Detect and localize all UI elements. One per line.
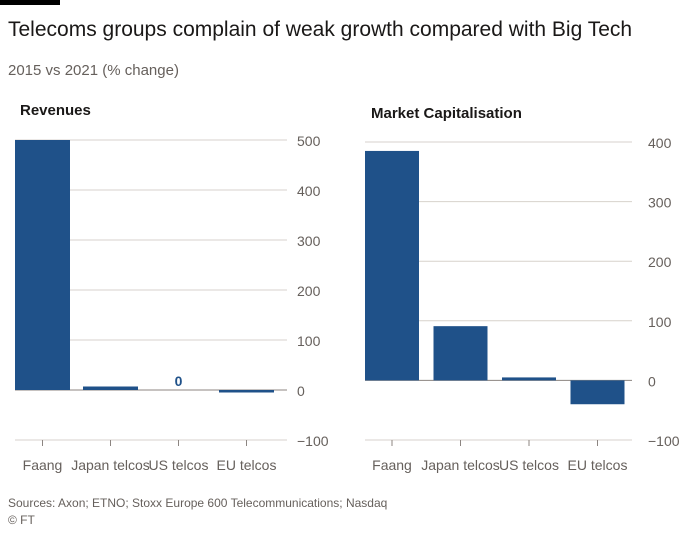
- y-tick-label: 300: [297, 233, 321, 249]
- bar: [433, 326, 488, 381]
- y-tick-label: 200: [297, 283, 321, 299]
- y-tick-label: 100: [648, 314, 672, 330]
- x-category-label: US telcos: [499, 457, 559, 473]
- bar: [83, 386, 138, 390]
- credit-note: © FT: [8, 513, 35, 527]
- y-tick-label: 300: [648, 195, 672, 211]
- brand-top-rule: [0, 0, 60, 5]
- y-tick-label: 0: [648, 373, 656, 389]
- x-category-label: US telcos: [149, 457, 209, 473]
- y-tick-label: 200: [648, 254, 672, 270]
- source-note: Sources: Axon; ETNO; Stoxx Europe 600 Te…: [8, 496, 388, 510]
- x-category-label: EU telcos: [568, 457, 628, 473]
- y-tick-label: 500: [297, 133, 321, 149]
- bar: [219, 390, 274, 393]
- bar: [570, 380, 625, 405]
- bar: [502, 377, 556, 381]
- x-category-label: EU telcos: [217, 457, 277, 473]
- bar-charts: Revenues −100 0 100 200 300 400 500 Faang Japan t…: [15, 102, 680, 473]
- chart-panel-2: Market Capitalisation −100 0 100 200 300 400 Fa…: [365, 105, 680, 473]
- y-tick-label: −100: [297, 433, 329, 449]
- x-category-label: Japan telcos: [421, 457, 500, 473]
- chart-panel-1: Revenues −100 0 100 200 300 400 500 Faang Japan t…: [15, 102, 329, 473]
- x-category-label: Faang: [23, 457, 63, 473]
- y-tick-label: 0: [297, 383, 305, 399]
- page-subtitle: 2015 vs 2021 (% change): [8, 62, 179, 79]
- y-tick-label: 400: [648, 135, 672, 151]
- chart-title: Revenues: [20, 102, 91, 119]
- bar: [365, 150, 419, 381]
- data-label: 0: [175, 373, 183, 389]
- x-category-label: Faang: [372, 457, 412, 473]
- bar: [15, 140, 70, 390]
- y-tick-label: 100: [297, 333, 321, 349]
- chart-title: Market Capitalisation: [371, 105, 522, 122]
- x-category-label: Japan telcos: [71, 457, 150, 473]
- y-tick-label: 400: [297, 183, 321, 199]
- page-title: Telecoms groups complain of weak growth …: [8, 18, 633, 41]
- y-tick-label: −100: [648, 433, 680, 449]
